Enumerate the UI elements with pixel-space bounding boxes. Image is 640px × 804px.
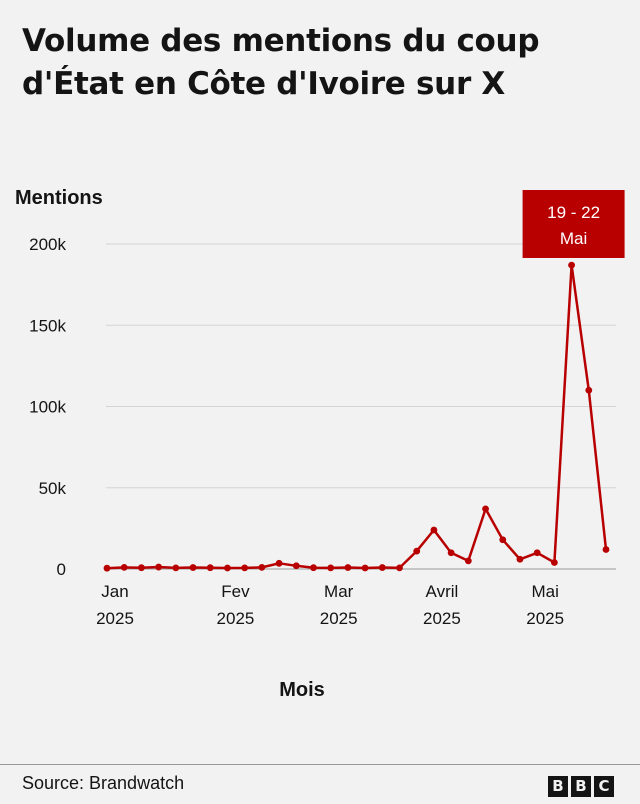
- data-point: [224, 564, 231, 572]
- data-point: [172, 564, 180, 572]
- bbc-logo: B B C: [548, 776, 614, 797]
- data-point: [258, 563, 266, 571]
- data-point: [516, 555, 524, 563]
- data-point: [568, 261, 575, 269]
- y-tick-labels: 0 50k 100k 150k 200k: [29, 235, 66, 579]
- bbc-logo-letter: B: [548, 776, 568, 797]
- annotation-label: Mai: [560, 229, 587, 248]
- y-tick-label: 200k: [29, 235, 66, 254]
- data-point: [602, 546, 610, 553]
- data-point: [550, 559, 558, 566]
- x-tick-label: 2025: [96, 609, 134, 628]
- annotations: 19 - 22 Mai: [522, 190, 625, 258]
- x-tick-label: Mai: [531, 582, 558, 601]
- data-point: [499, 536, 507, 544]
- source-note: Source: Brandwatch: [22, 773, 185, 793]
- series-line: [106, 263, 608, 570]
- data-point: [292, 562, 300, 570]
- y-tick-label: 50k: [39, 479, 67, 498]
- x-axis-label: Mois: [279, 679, 325, 701]
- y-tick-label: 100k: [29, 398, 66, 417]
- series-group: [103, 261, 610, 572]
- data-point: [189, 564, 197, 571]
- data-point: [430, 526, 438, 534]
- x-tick-label: 2025: [320, 609, 358, 628]
- x-tick-label: Jan: [101, 582, 128, 601]
- data-point: [155, 563, 163, 571]
- line-chart: Mentions 0 50k 100k 150k 200k Jan 2025 Fev 2025…: [15, 187, 625, 701]
- footer-divider: [0, 764, 640, 765]
- data-point: [378, 564, 386, 571]
- data-point: [241, 564, 249, 572]
- data-point: [206, 564, 214, 572]
- annotation-label: 19 - 22: [547, 203, 600, 222]
- data-point: [585, 386, 593, 394]
- gridlines: [106, 243, 616, 570]
- data-point: [275, 559, 283, 567]
- data-point: [103, 564, 111, 572]
- bbc-logo-letter: B: [571, 776, 591, 797]
- data-point: [310, 564, 317, 572]
- x-tick-labels: Jan 2025 Fev 2025 Mar 2025 Avril 2025 Mai 2025: [96, 582, 564, 628]
- x-tick-label: 2025: [526, 609, 564, 628]
- data-point: [361, 564, 369, 572]
- y-axis-label: Mentions: [15, 187, 103, 209]
- data-point: [447, 549, 455, 557]
- x-tick-label: Fev: [221, 582, 250, 601]
- data-point: [120, 563, 128, 571]
- bbc-logo-letter: C: [594, 776, 614, 797]
- x-tick-label: Mar: [324, 582, 354, 601]
- data-point: [413, 547, 421, 555]
- y-tick-label: 0: [57, 560, 66, 579]
- data-point: [327, 564, 335, 572]
- x-tick-label: Avril: [426, 582, 459, 601]
- chart-title: Volume des mentions du coup d'État en Cô…: [22, 23, 540, 102]
- annotation-box: [522, 190, 625, 258]
- data-point: [138, 564, 145, 572]
- data-point: [344, 564, 352, 571]
- x-tick-label: 2025: [217, 609, 255, 628]
- data-point: [464, 557, 472, 565]
- x-tick-label: 2025: [423, 609, 461, 628]
- data-point: [482, 505, 489, 513]
- y-tick-label: 150k: [29, 316, 66, 335]
- data-point: [533, 549, 541, 557]
- data-point: [396, 564, 403, 572]
